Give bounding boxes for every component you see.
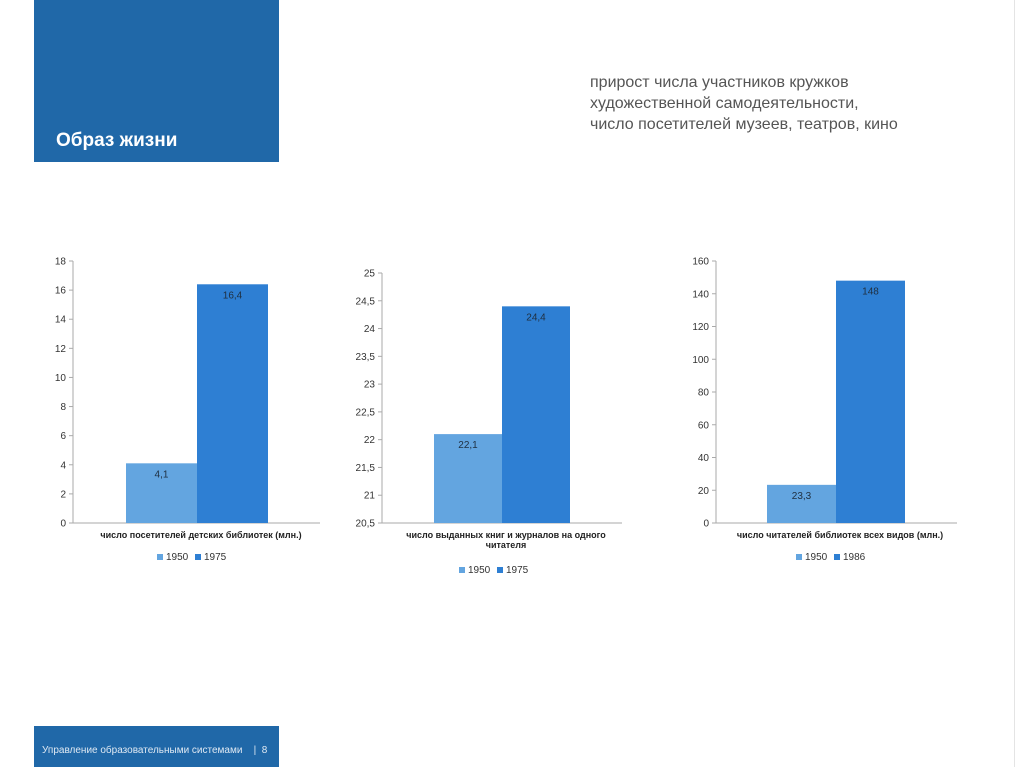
chart-1-y-tick-label: 0: [60, 519, 66, 530]
footer-separator: |: [253, 745, 257, 756]
divider: [1014, 0, 1015, 767]
chart-1-y-tick-label: 12: [55, 344, 67, 355]
chart-3-y-tick-label: 0: [703, 519, 709, 530]
chart-2-y-tick-label: 21: [364, 491, 376, 502]
chart-2-legend-label-1975: 1975: [506, 565, 529, 576]
subtitle-line-3: число посетителей музеев, театров, кино: [590, 116, 898, 133]
chart-2-bar-1975: [502, 306, 570, 523]
chart-3-y-tick-label: 120: [692, 322, 709, 333]
subtitle: прирост числа участников кружков художес…: [590, 72, 990, 135]
subtitle-line-1: прирост числа участников кружков: [590, 74, 849, 91]
chart-2-y-tick-label: 22: [364, 435, 376, 446]
chart-2-data-label-1950: 22,1: [458, 440, 478, 451]
chart-3-y-tick-label: 80: [698, 388, 710, 399]
chart-3-y-tick-label: 40: [698, 453, 710, 464]
chart-1-data-label-1950: 4,1: [155, 469, 169, 480]
chart-3-y-tick-label: 140: [692, 289, 709, 300]
chart-2-y-tick-label: 24,5: [356, 296, 376, 307]
chart-3-y-tick-label: 20: [698, 486, 710, 497]
subtitle-line-2: художественной самодеятельности,: [590, 95, 859, 112]
page-title: Образ жизни: [56, 130, 178, 151]
chart-1-legend-swatch-1950: [157, 554, 163, 560]
chart-3-y-tick-label: 100: [692, 355, 709, 366]
chart-2-legend-label-1950: 1950: [468, 565, 491, 576]
chart-3-bar-1986: [836, 280, 905, 523]
chart-2-x-axis-label: число выданных книг и журналов на одного: [406, 530, 606, 540]
chart-1-bar-1975: [197, 284, 268, 523]
chart-2-y-tick-label: 23: [364, 380, 376, 391]
chart-1-y-tick-label: 16: [55, 286, 67, 297]
chart-3-data-label-1950: 23,3: [792, 491, 812, 502]
chart-3-legend-label-1986: 1986: [843, 552, 866, 563]
footer-page-number: 8: [261, 745, 268, 756]
chart-1-y-tick-label: 14: [55, 315, 67, 326]
chart-3-data-label-1986: 148: [862, 287, 879, 298]
chart-3-legend-swatch-1986: [834, 554, 840, 560]
chart-2-y-tick-label: 22,5: [356, 407, 376, 418]
chart-1-data-label-1975: 16,4: [223, 290, 243, 301]
chart-1-y-tick-label: 2: [60, 489, 66, 500]
chart-2-x-axis-label: читателя: [486, 540, 527, 550]
chart-2-y-tick-label: 20,5: [356, 519, 376, 530]
chart-2-y-tick-label: 25: [364, 269, 376, 280]
chart-2-y-tick-label: 21,5: [356, 463, 376, 474]
chart-2-bar-1950: [434, 434, 502, 523]
chart-1-y-tick-label: 8: [60, 402, 66, 413]
chart-3-y-tick-label: 160: [692, 257, 709, 268]
chart-3-legend-label-1950: 1950: [805, 552, 828, 563]
chart-3-bar-1950: [767, 484, 836, 523]
chart-2-legend-swatch-1975: [497, 567, 503, 573]
chart-3-x-axis-label: число читателей библиотек всех видов (мл…: [737, 530, 943, 540]
chart-1-y-tick-label: 4: [60, 460, 66, 471]
chart-1-legend-label-1950: 1950: [166, 552, 189, 563]
chart-2-y-tick-label: 23,5: [356, 352, 376, 363]
chart-1-y-tick-label: 18: [55, 257, 67, 268]
chart-2-legend-swatch-1950: [459, 567, 465, 573]
chart-3-y-tick-label: 60: [698, 420, 710, 431]
chart-1-bar-1950: [126, 463, 197, 523]
chart-1-x-axis-label: число посетителей детских библиотек (млн…: [100, 530, 301, 540]
footer-org: Управление образовательными системами: [42, 745, 243, 756]
title-banner: Образ жизни: [34, 0, 279, 162]
chart-1-y-tick-label: 6: [60, 431, 66, 442]
chart-1-y-tick-label: 10: [55, 373, 67, 384]
chart-2-y-tick-label: 24: [364, 324, 376, 335]
footer: Управление образовательными системами | …: [34, 726, 279, 767]
chart-1-legend-swatch-1975: [195, 554, 201, 560]
chart-2-data-label-1975: 24,4: [526, 312, 546, 323]
footer-text: Управление образовательными системами | …: [42, 745, 267, 756]
chart-3-legend-swatch-1950: [796, 554, 802, 560]
chart-1-legend-label-1975: 1975: [204, 552, 227, 563]
